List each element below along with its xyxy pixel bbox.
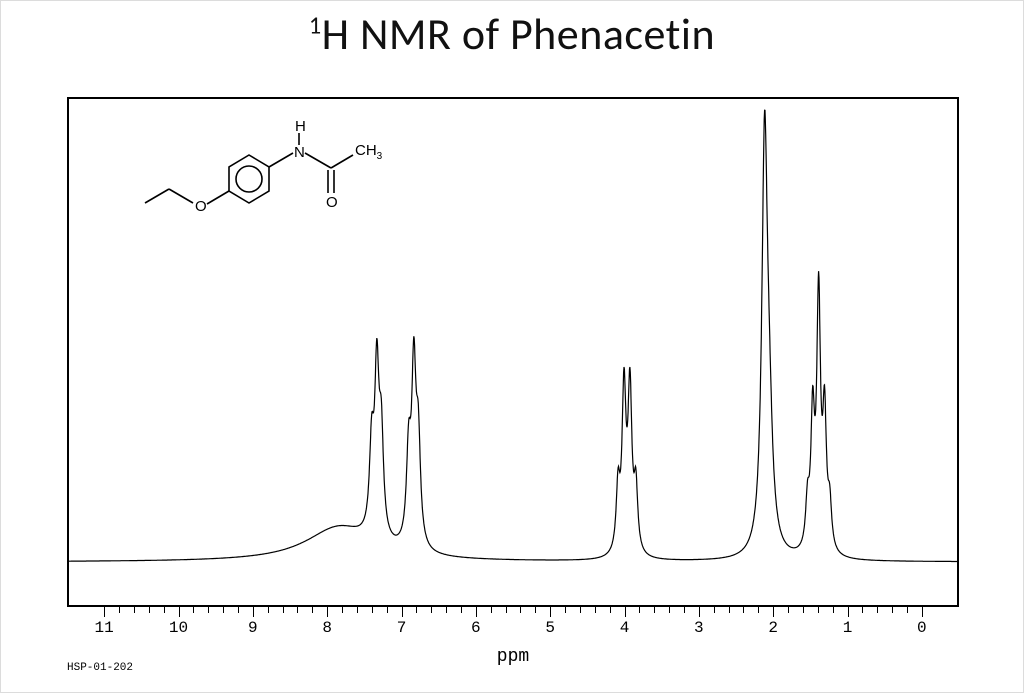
tick-minor: [119, 607, 120, 613]
tick-major: [253, 607, 254, 617]
tick-minor: [357, 607, 358, 613]
mol-label-N: N: [294, 144, 305, 161]
tick-minor: [818, 607, 819, 613]
tick-minor: [862, 607, 863, 613]
mol-label-CH3: CH3: [355, 142, 383, 162]
tick-minor: [833, 607, 834, 613]
tick-label: 5: [545, 619, 555, 637]
tick-minor: [743, 607, 744, 613]
tick-minor: [312, 607, 313, 613]
tick-major: [327, 607, 328, 617]
tick-minor: [714, 607, 715, 613]
tick-label: 2: [768, 619, 778, 637]
tick-minor: [149, 607, 150, 613]
tick-major: [848, 607, 849, 617]
tick-minor: [669, 607, 670, 613]
title-rest: H NMR of Phenacetin: [322, 7, 715, 61]
tick-label: 11: [95, 619, 114, 637]
plot-frame: N H CH3 O O 11109876543210 ppm HSP-01-20…: [37, 87, 989, 682]
tick-minor: [416, 607, 417, 613]
tick-minor: [193, 607, 194, 613]
mol-label-H: H: [295, 119, 306, 135]
tick-minor: [639, 607, 640, 613]
tick-minor: [803, 607, 804, 613]
mol-label-O-ether: O: [195, 198, 207, 215]
tick-minor: [342, 607, 343, 613]
tick-minor: [580, 607, 581, 613]
tick-major: [699, 607, 700, 617]
tick-minor: [268, 607, 269, 613]
tick-minor: [208, 607, 209, 613]
tick-minor: [491, 607, 492, 613]
tick-major: [550, 607, 551, 617]
molecule-structure: N H CH3 O O: [139, 119, 399, 259]
tick-major: [922, 607, 923, 617]
tick-label: 4: [620, 619, 630, 637]
tick-minor: [372, 607, 373, 613]
tick-major: [179, 607, 180, 617]
plot-area: N H CH3 O O: [67, 97, 959, 607]
tick-label: 1: [843, 619, 853, 637]
tick-minor: [134, 607, 135, 613]
tick-minor: [729, 607, 730, 613]
tick-label: 0: [917, 619, 927, 637]
tick-minor: [892, 607, 893, 613]
mol-label-O-carb: O: [326, 194, 338, 211]
tick-minor: [446, 607, 447, 613]
tick-minor: [283, 607, 284, 613]
tick-minor: [877, 607, 878, 613]
tick-label: 8: [322, 619, 332, 637]
tick-minor: [238, 607, 239, 613]
tick-major: [402, 607, 403, 617]
tick-minor: [595, 607, 596, 613]
tick-major: [773, 607, 774, 617]
tick-minor: [506, 607, 507, 613]
tick-minor: [164, 607, 165, 613]
x-axis-label: ppm: [67, 647, 959, 667]
tick-label: 7: [397, 619, 407, 637]
tick-minor: [387, 607, 388, 613]
page: 1H NMR of Phenacetin: [0, 0, 1024, 693]
tick-minor: [684, 607, 685, 613]
tick-minor: [535, 607, 536, 613]
tick-label: 9: [248, 619, 258, 637]
title-super: 1: [309, 11, 322, 40]
tick-minor: [431, 607, 432, 613]
tick-minor: [297, 607, 298, 613]
footer-code: HSP-01-202: [67, 662, 133, 674]
tick-minor: [654, 607, 655, 613]
tick-minor: [520, 607, 521, 613]
tick-label: 10: [169, 619, 188, 637]
tick-minor: [788, 607, 789, 613]
tick-major: [625, 607, 626, 617]
tick-major: [104, 607, 105, 617]
tick-minor: [223, 607, 224, 613]
tick-minor: [610, 607, 611, 613]
tick-minor: [461, 607, 462, 613]
x-axis: 11109876543210: [67, 607, 959, 647]
tick-minor: [907, 607, 908, 613]
tick-minor: [565, 607, 566, 613]
tick-label: 6: [471, 619, 481, 637]
tick-minor: [758, 607, 759, 613]
tick-label: 3: [694, 619, 704, 637]
page-title: 1H NMR of Phenacetin: [1, 7, 1023, 61]
tick-major: [476, 607, 477, 617]
